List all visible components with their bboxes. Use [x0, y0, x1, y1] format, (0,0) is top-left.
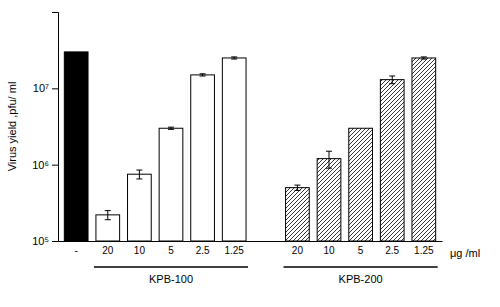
x-tick: 2.5 — [385, 241, 399, 256]
bar — [159, 128, 183, 241]
error-cap — [136, 170, 142, 171]
x-tick-label: 10 — [134, 245, 146, 256]
error-stem — [392, 76, 393, 84]
x-tick-label: 1.25 — [224, 245, 244, 256]
y-tick: 10⁵ — [32, 235, 58, 247]
y-tick: 10⁷ — [33, 82, 58, 94]
bar — [349, 128, 373, 241]
group-label: KPB-100 — [149, 273, 193, 285]
bar — [128, 174, 152, 241]
error-bar — [421, 57, 427, 59]
error-cap — [105, 210, 111, 211]
error-stem — [139, 170, 140, 179]
bar — [412, 58, 436, 241]
error-cap — [326, 168, 332, 169]
x-tick: 2.5 — [196, 241, 210, 256]
error-cap — [389, 76, 395, 77]
error-cap — [200, 73, 206, 74]
group-label: KPB-200 — [339, 273, 383, 285]
error-stem — [107, 211, 108, 220]
error-cap — [421, 56, 427, 57]
x-tick-label: - — [75, 245, 78, 256]
error-bar — [326, 151, 332, 168]
y-tick: 10⁶ — [32, 159, 58, 171]
y-tick-mark — [52, 241, 58, 242]
error-bar — [168, 127, 174, 129]
y-tick-mark — [52, 88, 58, 89]
plot-area: 10⁵ 10⁶ 10⁷ - 20 10 5 2.5 1.25 20 10 5 2.5 1.25 KPB-10… — [32, 13, 480, 286]
error-cap — [421, 59, 427, 60]
error-stem — [297, 185, 298, 190]
y-axis-line — [52, 13, 59, 242]
chart: 10⁵ 10⁶ 10⁷ - 20 10 5 2.5 1.25 20 10 5 2.5 1.25 KPB-10… — [0, 0, 500, 307]
error-bar — [231, 57, 237, 59]
y-tick-label: 10⁷ — [33, 82, 49, 94]
group-bracket — [94, 266, 248, 268]
bar — [380, 80, 404, 241]
x-unit-label: μg /ml — [450, 247, 480, 259]
group-bracket — [284, 266, 438, 268]
x-tick: 1.25 — [224, 241, 244, 256]
x-axis-line — [59, 241, 443, 242]
error-bar — [294, 185, 300, 190]
error-bar — [105, 211, 111, 220]
error-cap — [200, 76, 206, 77]
x-axis: - 20 10 5 2.5 1.25 20 10 5 2.5 1.25 — [59, 241, 443, 256]
x-tick-label: 2.5 — [385, 245, 399, 256]
x-tick: 10 — [134, 241, 146, 256]
error-cap — [326, 151, 332, 152]
x-tick-label: 20 — [102, 245, 114, 256]
y-tick-label: 10⁶ — [32, 159, 49, 171]
bars — [64, 52, 435, 241]
x-tick-label: 5 — [168, 245, 174, 256]
bar — [222, 58, 246, 241]
x-tick: 1.25 — [414, 241, 434, 256]
error-cap — [168, 129, 174, 130]
error-cap — [231, 59, 237, 60]
bar — [317, 159, 341, 241]
bar — [191, 75, 215, 241]
x-tick-label: 2.5 — [196, 245, 210, 256]
x-tick-label: 10 — [323, 245, 335, 256]
bar — [286, 188, 310, 241]
x-tick: 20 — [292, 241, 304, 256]
error-cap — [105, 219, 111, 220]
error-bar — [389, 76, 395, 84]
error-cap — [168, 127, 174, 128]
y-axis-title: Virus yield ,pfu/ ml — [6, 82, 18, 172]
y-tick-mark — [52, 165, 58, 166]
error-bar — [200, 74, 206, 76]
x-tick-label: 5 — [358, 245, 364, 256]
x-tick: 5 — [358, 241, 364, 256]
y-tick-label: 10⁵ — [32, 235, 49, 247]
y-axis: 10⁵ 10⁶ 10⁷ — [32, 13, 58, 248]
error-cap — [294, 190, 300, 191]
bar — [64, 52, 88, 241]
x-tick: 5 — [168, 241, 174, 256]
x-tick-label: 1.25 — [414, 245, 434, 256]
x-tick-label: 20 — [292, 245, 304, 256]
error-cap — [136, 178, 142, 179]
x-tick: 20 — [102, 241, 114, 256]
error-cap — [294, 185, 300, 186]
x-tick: - — [75, 241, 78, 256]
error-bar — [136, 170, 142, 179]
error-cap — [389, 83, 395, 84]
error-stem — [329, 151, 330, 168]
error-cap — [231, 56, 237, 57]
x-tick: 10 — [323, 241, 335, 256]
